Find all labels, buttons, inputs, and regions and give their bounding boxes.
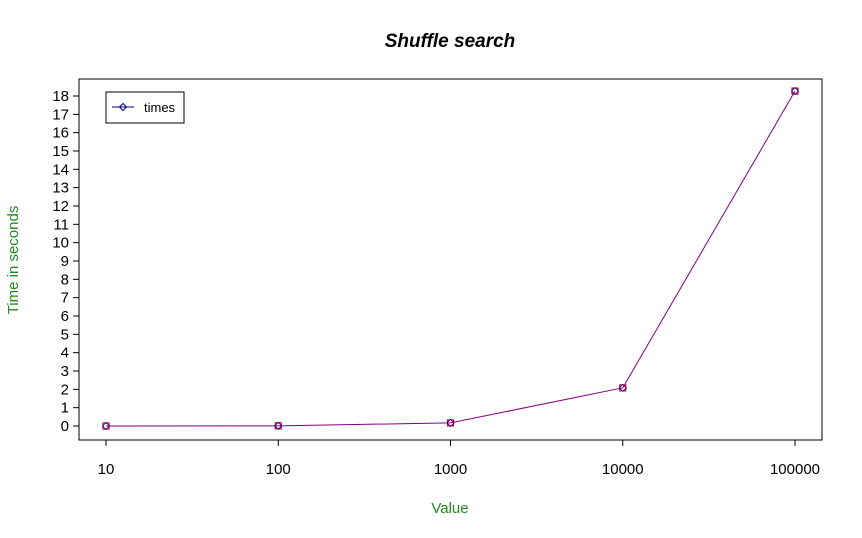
y-tick-label: 9 (61, 253, 69, 270)
y-tick-label: 14 (52, 161, 69, 178)
x-axis: 10 100 1000 10000 100000 (98, 439, 820, 478)
y-tick-label: 2 (61, 381, 69, 398)
data-point-marker (101, 421, 111, 431)
y-tick-label: 7 (61, 290, 69, 307)
x-tick-label: 100 (266, 461, 291, 478)
y-tick-label: 6 (61, 308, 69, 325)
x-axis-label: Value (431, 500, 468, 517)
series-layer (101, 86, 800, 431)
data-point-marker (618, 383, 627, 392)
y-tick-label: 10 (52, 235, 69, 252)
y-tick-label: 8 (61, 271, 69, 288)
y-tick-label: 17 (52, 106, 69, 123)
y-axis-label: Time in seconds (5, 206, 22, 315)
y-tick-label: 18 (52, 88, 69, 105)
x-tick-label: 10000 (602, 461, 644, 478)
series-line-times (105, 90, 796, 427)
legend-diamond-icon (118, 102, 128, 112)
legend: times (105, 91, 185, 124)
plot-frame (78, 78, 823, 441)
y-tick-label: 16 (52, 125, 69, 142)
chart-title: Shuffle search (385, 31, 516, 52)
data-point-marker (446, 418, 455, 427)
y-tick-label: 3 (61, 363, 69, 380)
x-tick-label: 10 (98, 461, 115, 478)
y-tick-label: 5 (61, 326, 69, 343)
y-tick-label: 1 (61, 400, 69, 417)
y-tick-label: 4 (61, 345, 69, 362)
data-point-marker (274, 421, 283, 430)
y-tick-label: 12 (52, 198, 69, 215)
y-tick-label: 0 (61, 418, 69, 435)
y-tick-label: 11 (53, 216, 69, 233)
x-tick-label: 100000 (770, 461, 820, 478)
y-tick-label: 13 (52, 180, 69, 197)
data-point-marker (790, 86, 800, 96)
x-tick-label: 1000 (434, 461, 467, 478)
y-tick-label: 15 (52, 143, 69, 160)
legend-entry-times: times (144, 100, 176, 115)
